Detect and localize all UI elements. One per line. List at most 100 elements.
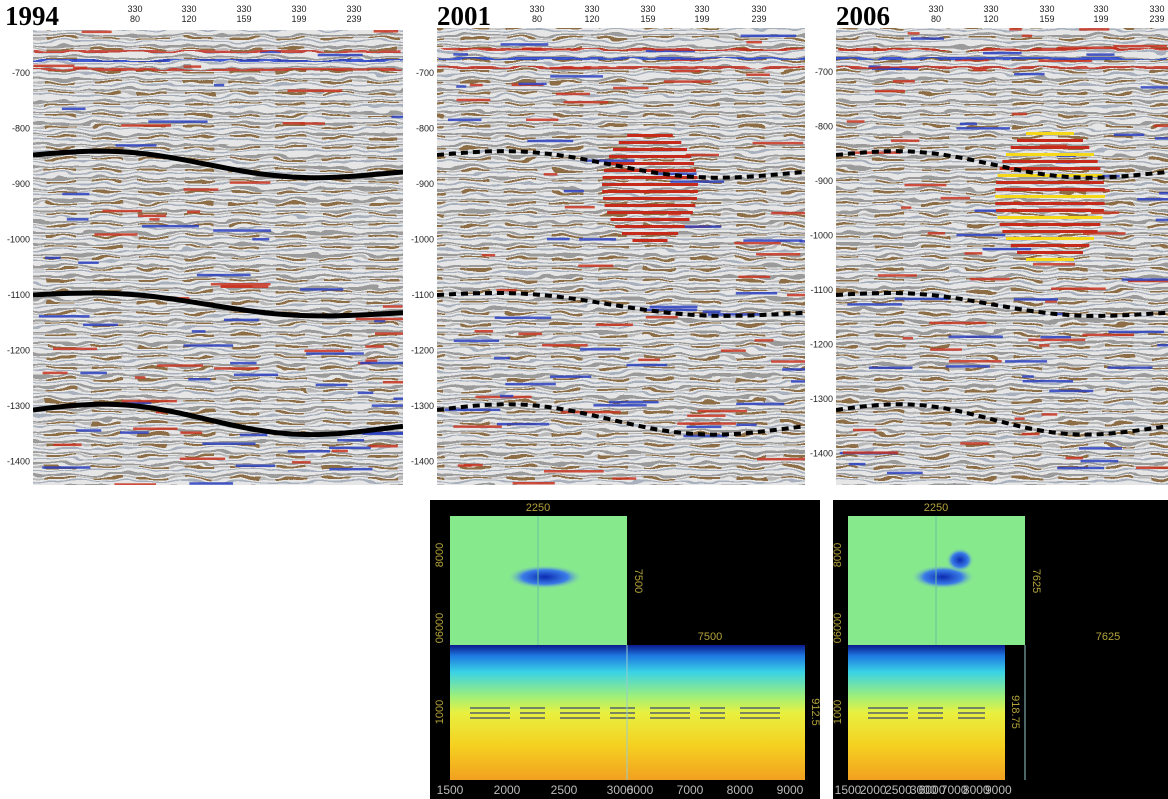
amplitude-event	[956, 127, 1010, 130]
amplitude-event	[869, 367, 913, 370]
figure: -700-800-900-1000-1100-1200-1300-1400330…	[0, 0, 1168, 799]
amplitude-event	[1136, 467, 1168, 470]
amplitude-event	[383, 381, 417, 384]
inline-label: 330	[1039, 4, 1054, 14]
x-tick-label: 2000	[860, 783, 887, 797]
inline-label: 330	[1149, 4, 1164, 14]
amplitude-event	[847, 120, 865, 123]
amplitude-event	[736, 424, 756, 427]
amplitude-event	[288, 89, 343, 92]
xline-label: 120	[983, 14, 998, 24]
amplitude-event	[83, 324, 118, 327]
seismic-section	[23, 20, 430, 495]
amplitude-event	[1022, 375, 1034, 378]
amplitude-event	[746, 41, 762, 44]
inline-label: 330	[928, 4, 943, 14]
amplitude-event	[187, 211, 200, 214]
amplitude-event	[53, 444, 81, 447]
amplitude-event	[664, 80, 711, 83]
amplitude-event	[703, 311, 721, 314]
amplitude-event	[670, 180, 724, 183]
inline-label: 330	[983, 4, 998, 14]
anomaly-band	[1026, 132, 1074, 135]
amplitude-event	[80, 372, 107, 375]
amplitude-event	[495, 317, 552, 320]
amplitude-event	[1012, 113, 1027, 116]
amplitude-event	[593, 404, 646, 407]
depth-tick-label: -1300	[810, 394, 833, 404]
shallow-event	[33, 50, 403, 53]
amplitude-event	[391, 116, 429, 119]
amplitude-event	[1051, 287, 1106, 290]
amplitude-event	[1082, 334, 1134, 337]
depth-tick-label: -1200	[810, 340, 833, 350]
anomaly-band	[1006, 153, 1094, 156]
shallow-event	[437, 48, 805, 51]
depth-tick-label: -1400	[411, 457, 434, 467]
amplitude-event	[960, 123, 977, 126]
inline-label: 330	[181, 4, 196, 14]
anomaly-band	[995, 202, 1104, 205]
amplitude-event	[787, 294, 812, 297]
amplitude-event	[300, 288, 343, 291]
amplitude-event	[375, 332, 411, 335]
amplitude-event	[878, 274, 917, 277]
depth-label: 918.75	[1009, 695, 1021, 729]
xline-label: 120	[181, 14, 196, 24]
x-tick-label: 2000	[494, 783, 521, 797]
amplitude-event	[236, 465, 275, 468]
anomaly-band	[1026, 258, 1074, 261]
anomaly-band	[615, 225, 685, 228]
amplitude-event	[184, 65, 202, 68]
shallow-event	[437, 66, 805, 69]
amplitude-event	[224, 319, 259, 322]
amplitude-event	[189, 482, 233, 485]
amplitude-event	[849, 463, 866, 466]
amplitude-event	[1086, 53, 1114, 56]
amplitude-event	[544, 173, 558, 176]
xline-label: 159	[640, 14, 655, 24]
depth-tick-label: -800	[416, 124, 434, 134]
depth-tick-label: -1200	[7, 346, 30, 356]
anomaly-band	[622, 232, 678, 235]
amplitude-event	[579, 238, 616, 241]
amplitude-event	[39, 315, 90, 318]
amplitude-event	[930, 348, 962, 351]
amplitude-event	[149, 218, 159, 221]
amplitude-event	[946, 365, 990, 368]
amplitude-event	[565, 206, 595, 209]
amplitude-event	[116, 144, 157, 147]
anomaly	[946, 548, 974, 572]
amplitude-event	[721, 349, 746, 352]
amplitude-event	[94, 233, 137, 236]
inline-label: 330	[529, 4, 544, 14]
amplitude-event	[771, 360, 824, 363]
anomaly-band	[1017, 139, 1083, 142]
amplitude-event	[494, 357, 510, 360]
amplitude-event	[500, 395, 513, 398]
amplitude-event	[965, 252, 983, 255]
shallow-event	[437, 57, 805, 60]
amplitude-event	[948, 335, 1002, 338]
amplitude-event	[640, 309, 697, 312]
amplitude-event	[596, 324, 633, 327]
depth-tick-label: -800	[12, 124, 30, 134]
amplitude-event	[670, 70, 700, 73]
anomaly-band	[1017, 251, 1083, 254]
amplitude-event	[782, 368, 821, 371]
amplitude-event	[448, 119, 481, 122]
amplitude-event	[234, 374, 278, 377]
amplitude-event	[304, 350, 344, 353]
x-tick-label: 1500	[835, 783, 862, 797]
anomaly-band	[995, 195, 1105, 198]
x-tick-label: 8000	[727, 783, 754, 797]
amplitude-event	[464, 464, 483, 467]
amplitude-event	[329, 447, 371, 450]
amplitude-event	[34, 65, 75, 68]
amplitude-event	[613, 87, 648, 90]
amplitude-event	[53, 348, 97, 351]
amplitude-event	[1040, 336, 1071, 339]
amplitude-event	[983, 52, 1022, 55]
anomaly-band	[604, 169, 696, 172]
amplitude-event	[1033, 263, 1075, 266]
